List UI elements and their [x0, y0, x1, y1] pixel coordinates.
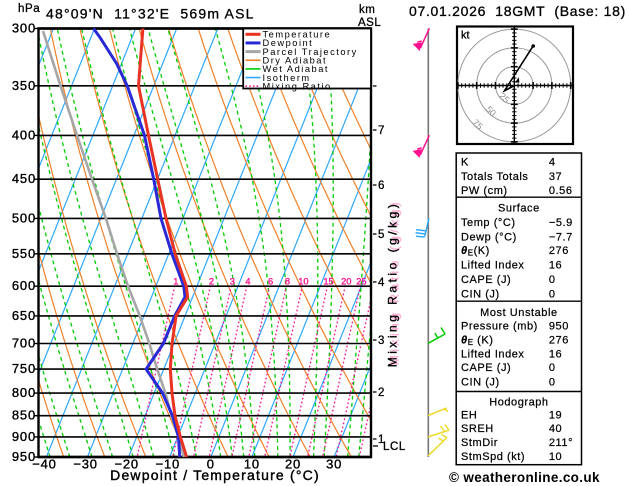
- svg-text:950: 950: [12, 449, 36, 464]
- svg-text:Most Unstable: Most Unstable: [480, 307, 557, 319]
- svg-text:0.56: 0.56: [549, 185, 573, 197]
- svg-text:20: 20: [341, 277, 351, 287]
- svg-text:10: 10: [549, 451, 562, 463]
- svg-text:400: 400: [12, 127, 36, 142]
- svg-text:48°09'N 11°32'E 569m ASL: 48°09'N 11°32'E 569m ASL: [46, 6, 255, 22]
- svg-text:0: 0: [549, 376, 556, 388]
- svg-text:StmDir: StmDir: [461, 437, 498, 449]
- svg-text:Mixing Ratio: Mixing Ratio: [263, 81, 332, 91]
- svg-text:211°: 211°: [549, 437, 573, 449]
- svg-text:900: 900: [12, 429, 36, 444]
- svg-text:4: 4: [245, 277, 250, 287]
- svg-text:07.01.2026 18GMT (Base: 18): 07.01.2026 18GMT (Base: 18): [409, 3, 626, 19]
- svg-text:750: 750: [12, 361, 36, 376]
- svg-text:37: 37: [549, 171, 562, 183]
- svg-text:−5.9: −5.9: [549, 217, 573, 229]
- svg-text:Wet Adiabat: Wet Adiabat: [263, 64, 329, 74]
- svg-text:25: 25: [356, 277, 366, 287]
- svg-text:1: 1: [378, 434, 384, 446]
- svg-text:LCL: LCL: [383, 441, 406, 453]
- svg-text:CIN (J): CIN (J): [461, 289, 500, 301]
- svg-text:6: 6: [268, 277, 273, 287]
- svg-text:0: 0: [549, 274, 556, 286]
- svg-text:50: 50: [484, 104, 498, 118]
- svg-text:0: 0: [549, 289, 556, 301]
- svg-text:850: 850: [12, 408, 36, 423]
- svg-text:4: 4: [549, 157, 556, 169]
- svg-text:1: 1: [173, 277, 178, 287]
- svg-text:550: 550: [12, 246, 36, 261]
- svg-text:Dewpoint / Temperature (°C): Dewpoint / Temperature (°C): [110, 467, 320, 483]
- svg-text:Totals Totals: Totals Totals: [461, 171, 528, 183]
- svg-text:CIN (J): CIN (J): [461, 376, 500, 388]
- svg-text:0: 0: [207, 457, 215, 472]
- svg-text:−10: −10: [156, 457, 180, 472]
- svg-text:600: 600: [12, 278, 36, 293]
- svg-text:Dry Adiabat: Dry Adiabat: [263, 55, 328, 65]
- svg-text:950: 950: [549, 321, 569, 333]
- svg-text:276: 276: [549, 245, 569, 257]
- svg-text:8: 8: [285, 277, 290, 287]
- svg-text:Lifted Index: Lifted Index: [461, 348, 524, 360]
- svg-text:2: 2: [209, 277, 214, 287]
- svg-text:−30: −30: [73, 457, 97, 472]
- svg-text:19: 19: [549, 409, 562, 421]
- svg-text:2: 2: [378, 387, 384, 399]
- svg-text:Dewp (°C): Dewp (°C): [461, 231, 517, 243]
- svg-text:7: 7: [378, 125, 384, 137]
- svg-text:4: 4: [378, 277, 385, 289]
- svg-text:10: 10: [298, 277, 308, 287]
- svg-text:ASL: ASL: [358, 17, 381, 29]
- svg-text:350: 350: [12, 78, 36, 93]
- svg-text:EH: EH: [461, 409, 477, 421]
- svg-text:StmSpd (kt): StmSpd (kt): [461, 451, 525, 463]
- svg-text:Lifted Index: Lifted Index: [461, 260, 524, 272]
- svg-text:K: K: [461, 157, 469, 169]
- svg-text:16: 16: [549, 348, 562, 360]
- svg-text:CAPE (J): CAPE (J): [461, 362, 511, 374]
- svg-text:700: 700: [12, 336, 36, 351]
- svg-text:16: 16: [549, 260, 562, 272]
- svg-text:PW (cm): PW (cm): [461, 185, 508, 197]
- svg-text:15: 15: [323, 277, 333, 287]
- svg-text:276: 276: [549, 335, 569, 347]
- svg-text:800: 800: [12, 385, 36, 400]
- svg-text:Surface: Surface: [498, 203, 540, 215]
- svg-text:© weatheronline.co.uk: © weatheronline.co.uk: [449, 470, 600, 485]
- svg-text:Mixing Ratio (g/kg): Mixing Ratio (g/kg): [386, 201, 400, 368]
- svg-text:Isotherm: Isotherm: [263, 73, 311, 83]
- svg-text:6: 6: [378, 180, 384, 192]
- svg-text:3: 3: [378, 335, 384, 347]
- svg-text:650: 650: [12, 308, 36, 323]
- svg-text:450: 450: [12, 171, 36, 186]
- svg-text:0: 0: [549, 362, 556, 374]
- svg-text:20: 20: [285, 457, 301, 472]
- svg-text:km: km: [359, 4, 375, 16]
- svg-text:500: 500: [12, 210, 36, 225]
- svg-text:CAPE (J): CAPE (J): [461, 274, 511, 286]
- svg-text:−40: −40: [32, 457, 56, 472]
- svg-text:hPa: hPa: [18, 3, 40, 15]
- svg-text:SREH: SREH: [461, 423, 494, 435]
- svg-text:3: 3: [230, 277, 235, 287]
- svg-text:Temp (°C): Temp (°C): [461, 217, 516, 229]
- svg-text:Temperature: Temperature: [263, 30, 332, 40]
- svg-text:Dewpoint: Dewpoint: [263, 38, 314, 48]
- svg-text:75: 75: [471, 117, 485, 131]
- svg-text:10: 10: [244, 457, 260, 472]
- svg-text:40: 40: [549, 423, 562, 435]
- svg-text:θE(K): θE(K): [461, 245, 490, 258]
- svg-text:30: 30: [326, 457, 342, 472]
- svg-text:Parcel Trajectory: Parcel Trajectory: [263, 47, 358, 57]
- svg-text:Pressure (mb): Pressure (mb): [461, 321, 538, 333]
- svg-text:5: 5: [378, 229, 384, 241]
- svg-text:−20: −20: [114, 457, 138, 472]
- svg-text:θE (K): θE (K): [461, 335, 494, 348]
- svg-text:kt: kt: [461, 30, 470, 42]
- svg-text:300: 300: [12, 21, 36, 36]
- svg-text:−7.7: −7.7: [549, 231, 573, 243]
- svg-text:Hodograph: Hodograph: [489, 396, 548, 408]
